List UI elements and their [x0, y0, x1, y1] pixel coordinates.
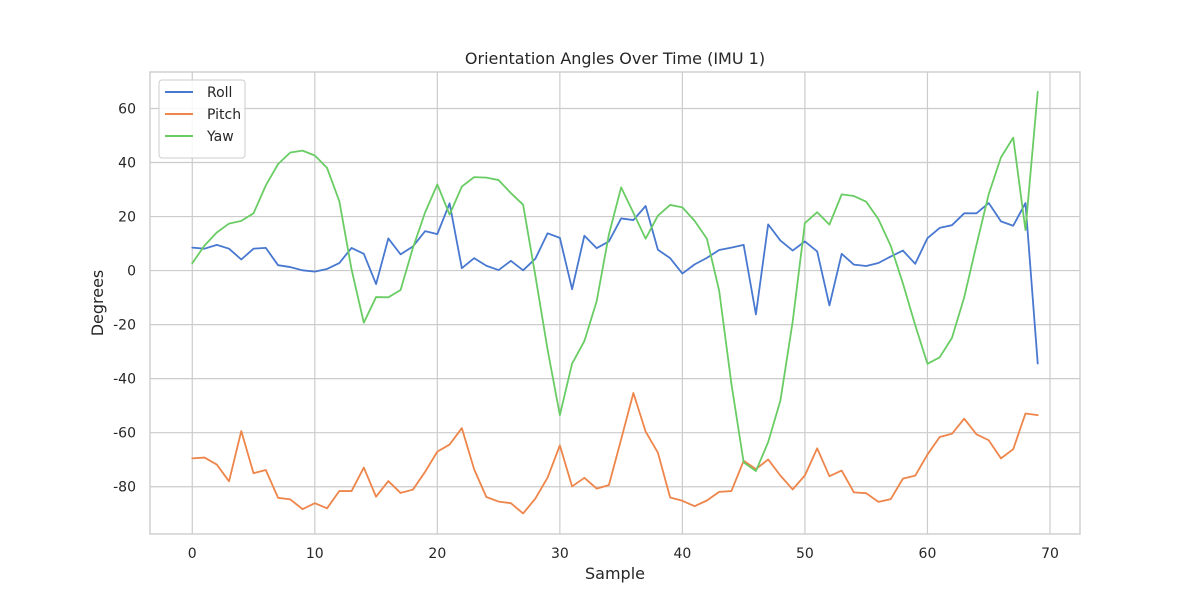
x-tick-label: 20 [428, 546, 446, 562]
y-tick-label: -20 [113, 318, 136, 334]
y-tick-label: -40 [113, 372, 136, 388]
series-line-pitch [191, 392, 1039, 515]
series-group [191, 90, 1039, 515]
x-tick-label: 70 [1041, 546, 1059, 562]
chart-title: Orientation Angles Over Time (IMU 1) [465, 49, 765, 68]
legend-label-roll: Roll [207, 85, 232, 101]
x-tick-label: 60 [919, 546, 937, 562]
y-tick-label: 60 [118, 101, 136, 117]
y-tick-label: -80 [113, 480, 136, 496]
plot-frame [149, 71, 1081, 535]
y-tick-label: -60 [113, 426, 136, 442]
y-axis-label: Degrees [88, 270, 107, 337]
legend-label-pitch: Pitch [207, 107, 241, 123]
x-tick-label: 10 [306, 546, 324, 562]
x-tick-label: 50 [796, 546, 814, 562]
x-tick-label: 30 [551, 546, 569, 562]
y-tick-label: 40 [118, 156, 136, 172]
legend-box [158, 79, 246, 159]
x-tick-label: 40 [673, 546, 691, 562]
legend-label-yaw: Yaw [206, 129, 234, 145]
y-tick-label: 0 [127, 264, 136, 280]
legend: Roll Pitch Yaw [158, 79, 246, 159]
tick-labels: 0 10 20 30 40 50 60 70 -80 -60 -40 -20 0 20 40 60 [113, 101, 1059, 562]
y-tick-label: 20 [118, 210, 136, 226]
series-line-yaw [191, 90, 1039, 472]
x-axis-label: Sample [585, 564, 645, 583]
x-tick-label: 0 [188, 546, 197, 562]
series-line-roll [191, 202, 1039, 365]
